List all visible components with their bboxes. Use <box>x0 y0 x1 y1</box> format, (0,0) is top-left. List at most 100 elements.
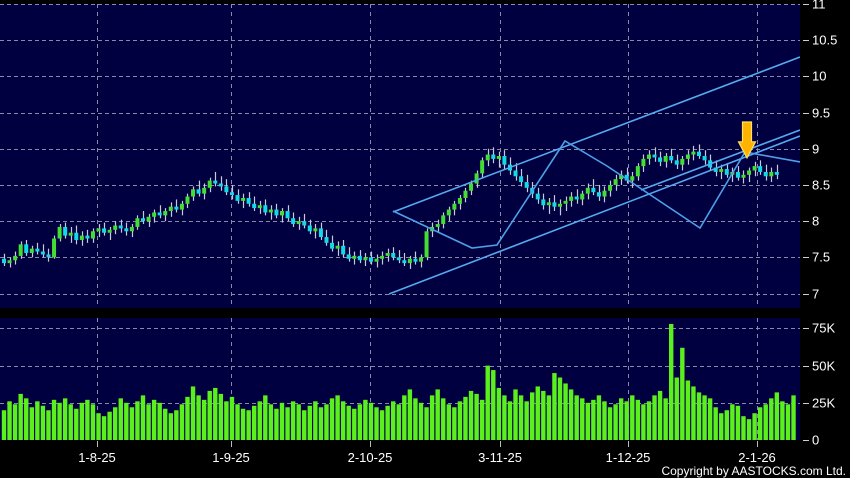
y-tickmark <box>803 112 809 114</box>
candle-body <box>307 225 312 232</box>
candle-body <box>168 206 173 212</box>
candle-body <box>357 255 362 261</box>
volume-bar <box>474 393 479 440</box>
volume-bar <box>580 398 585 440</box>
volume-bar <box>68 404 73 440</box>
candle-body <box>396 257 401 261</box>
volume-bar <box>313 401 318 440</box>
candle-body <box>480 160 485 174</box>
candle-body <box>235 195 240 201</box>
volume-bar <box>185 396 190 440</box>
volume-bar <box>407 389 413 440</box>
candle-body <box>352 255 357 259</box>
volume-bar <box>285 407 290 440</box>
candle-body <box>263 205 268 213</box>
candle-body <box>446 209 451 216</box>
candle-body <box>113 225 118 230</box>
volume-bar <box>279 402 285 440</box>
price-tick-label: 8.5 <box>812 177 831 193</box>
volume-bar <box>357 404 363 440</box>
volume-bar <box>785 404 791 440</box>
volume-bar <box>702 395 707 440</box>
volume-bar <box>368 402 374 440</box>
candle-body <box>318 228 323 238</box>
candle-body <box>641 158 646 167</box>
volume-bar <box>35 401 40 440</box>
volume-bar <box>635 399 641 440</box>
candle-body <box>691 151 696 155</box>
volume-bar <box>196 395 201 440</box>
volume-bar <box>719 413 724 440</box>
candle-body <box>747 170 752 175</box>
y-tickmark <box>803 4 809 5</box>
candle-body <box>435 224 440 227</box>
x-tickmark <box>370 441 371 447</box>
volume-tick-label: 25K <box>812 395 836 411</box>
candle-body <box>85 235 90 239</box>
volume-bar <box>557 377 563 440</box>
volume-bar <box>374 407 379 440</box>
down-arrow-marker <box>737 121 757 160</box>
price-tick-label: 9 <box>812 141 820 157</box>
candle-body <box>202 187 207 194</box>
candle-body <box>213 180 218 184</box>
candle-body <box>441 215 446 225</box>
volume-bar <box>452 407 457 440</box>
volume-bar <box>46 410 51 440</box>
volume-bar <box>574 395 579 440</box>
candle-body <box>285 211 290 219</box>
volume-bar <box>101 416 107 440</box>
volume-bar <box>435 389 440 440</box>
volume-bar <box>24 398 29 440</box>
volume-bar <box>530 392 535 440</box>
candle-body <box>385 252 390 256</box>
candle-body <box>624 174 629 181</box>
candle-body <box>613 179 618 185</box>
volume-bar <box>79 402 85 440</box>
volume-bar <box>157 402 162 440</box>
volume-bar <box>235 404 240 440</box>
volume-bar <box>696 392 702 440</box>
volume-bar <box>646 401 652 440</box>
volume-bar <box>135 401 140 440</box>
y-tickmark <box>803 40 809 42</box>
date-tick-label: 2-10-25 <box>347 450 393 465</box>
volume-bar <box>780 401 785 440</box>
volume-bar <box>252 405 257 440</box>
price-chart-panel[interactable] <box>0 4 800 308</box>
volume-bar <box>791 395 796 440</box>
volume-bar <box>707 398 713 440</box>
candle-body <box>163 211 168 216</box>
volume-bar <box>190 386 196 440</box>
volume-bar <box>296 404 301 440</box>
x-tickmark <box>97 441 98 447</box>
volume-bar <box>652 395 657 440</box>
volume-bar <box>457 401 463 440</box>
date-tick-label: 1-8-25 <box>78 450 116 465</box>
volume-bar <box>363 399 368 440</box>
candle-body <box>324 237 329 243</box>
price-chart-canvas[interactable] <box>0 4 800 308</box>
volume-bar <box>168 413 173 440</box>
volume-bar <box>146 404 151 440</box>
x-tickmark <box>500 441 501 447</box>
volume-tickmark <box>803 328 809 330</box>
candle-body <box>541 199 546 206</box>
volume-bar <box>385 405 390 440</box>
volume-bar <box>446 404 451 440</box>
candle-body <box>724 169 729 175</box>
candle-body <box>124 228 129 232</box>
volume-bar <box>568 389 574 440</box>
volume-chart-canvas[interactable] <box>0 318 800 440</box>
volume-bar <box>1 410 7 440</box>
trendline-channel-upper <box>392 56 800 213</box>
candle-body <box>697 151 701 156</box>
candle-body <box>252 203 257 209</box>
volume-bar <box>402 395 407 440</box>
price-tick-label: 7 <box>812 286 820 302</box>
volume-bar <box>502 395 507 440</box>
volume-chart-panel[interactable] <box>0 318 800 440</box>
volume-bar <box>140 395 146 440</box>
candle-body <box>457 197 462 204</box>
